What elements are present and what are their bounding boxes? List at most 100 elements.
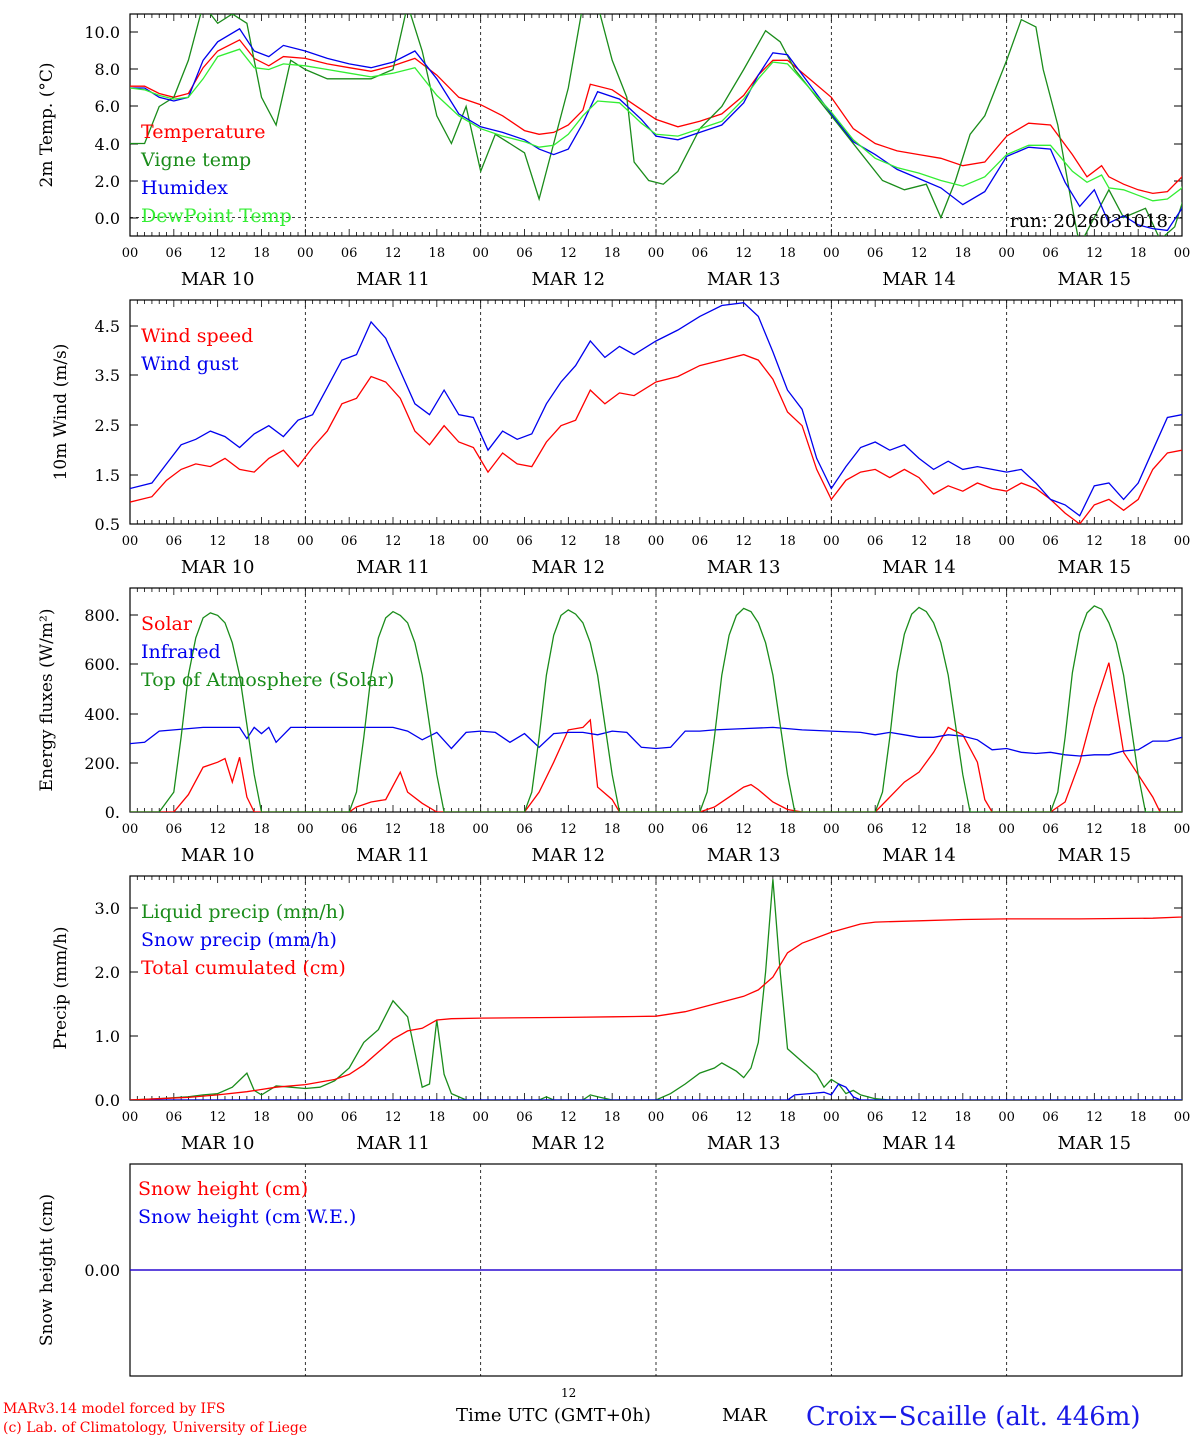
y-tick-label: 4.5 [95, 317, 120, 336]
x-hour-label: 18 [1130, 534, 1147, 549]
x-hour-label: 00 [297, 246, 314, 261]
x-day-label: MAR 11 [356, 1133, 430, 1154]
x-hour-label: 06 [1042, 246, 1059, 261]
y-axis-label: 10m Wind (m/s) [51, 344, 71, 481]
y-tick-label: 6.0 [95, 97, 120, 116]
y-tick-label: 600. [84, 655, 120, 674]
x-day-label: MAR 14 [882, 557, 956, 578]
x-day-label: MAR 12 [532, 1133, 606, 1154]
x-hour-label: 12 [385, 1110, 402, 1125]
x-hour-label: 18 [429, 822, 446, 837]
x-hour-label: 00 [297, 1110, 314, 1125]
station-name: Croix−Scaille (alt. 446m) [806, 1402, 1141, 1432]
y-tick-label: 400. [84, 705, 120, 724]
y-tick-label: 1.0 [95, 1027, 120, 1046]
x-hour-label: 18 [253, 1110, 270, 1125]
x-axis-month: MAR [722, 1405, 767, 1426]
x-hour-label: 00 [122, 1110, 139, 1125]
x-day-label: MAR 15 [1058, 845, 1132, 866]
x-hour-label: 18 [779, 534, 796, 549]
x-day-label: MAR 15 [1058, 269, 1132, 290]
x-day-label: MAR 12 [532, 557, 606, 578]
x-hour-label: 12 [209, 534, 226, 549]
x-hour-label: 12 [385, 822, 402, 837]
x-axis-small-label: 12 [561, 1386, 577, 1400]
x-hour-label: 00 [1174, 822, 1191, 837]
x-hour-label: 06 [1042, 1110, 1059, 1125]
y-tick-label: 2.0 [95, 172, 120, 191]
series-line-snow-precip-mm-h- [130, 1083, 1182, 1100]
x-day-label: MAR 10 [181, 1133, 255, 1154]
x-hour-label: 12 [209, 1110, 226, 1125]
y-tick-label: 0. [105, 803, 120, 822]
x-hour-label: 06 [166, 1110, 183, 1125]
x-hour-label: 12 [209, 246, 226, 261]
panel-frame [129, 299, 1183, 525]
x-hour-label: 12 [1086, 534, 1103, 549]
x-day-label: MAR 13 [707, 845, 781, 866]
x-hour-label: 18 [779, 246, 796, 261]
y-tick-label: 0.00 [84, 1261, 120, 1280]
legend-entry: Temperature [141, 121, 265, 143]
x-hour-label: 00 [122, 822, 139, 837]
x-hour-label: 18 [955, 246, 972, 261]
x-hour-label: 00 [998, 1110, 1015, 1125]
panel-frame [129, 587, 1183, 813]
x-day-label: MAR 14 [882, 845, 956, 866]
x-hour-label: 12 [735, 246, 752, 261]
x-hour-label: 00 [297, 534, 314, 549]
x-hour-label: 06 [692, 534, 709, 549]
x-day-label: MAR 11 [356, 269, 430, 290]
series-line-wind-speed [130, 353, 1182, 524]
y-axis-label: Energy fluxes (W/m²) [37, 609, 57, 792]
y-tick-label: 3.5 [95, 366, 120, 385]
x-hour-label: 18 [429, 246, 446, 261]
x-hour-label: 18 [779, 822, 796, 837]
run-annotation: run: 2026031018 [1010, 211, 1168, 232]
x-hour-label: 12 [911, 534, 928, 549]
y-tick-label: 10.0 [84, 23, 120, 42]
y-tick-label: 8.0 [95, 60, 120, 79]
x-hour-label: 18 [1130, 1110, 1147, 1125]
x-hour-label: 06 [516, 822, 533, 837]
x-hour-label: 12 [385, 246, 402, 261]
series-line-solar [130, 662, 1182, 812]
y-axis-label: Precip (mm/h) [51, 926, 71, 1049]
series-line-wind-gust [130, 302, 1182, 517]
x-hour-label: 18 [1130, 822, 1147, 837]
x-hour-label: 12 [385, 534, 402, 549]
x-hour-label: 06 [692, 822, 709, 837]
x-hour-label: 00 [1174, 534, 1191, 549]
x-hour-label: 00 [648, 1110, 665, 1125]
x-hour-label: 00 [998, 534, 1015, 549]
x-hour-label: 18 [779, 1110, 796, 1125]
x-hour-label: 18 [604, 822, 621, 837]
x-hour-label: 00 [823, 822, 840, 837]
y-tick-label: 4.0 [95, 135, 120, 154]
y-tick-label: 2.0 [95, 963, 120, 982]
lab-credit: (c) Lab. of Climatology, University of L… [3, 1420, 308, 1436]
x-hour-label: 00 [472, 1110, 489, 1125]
series-line-humidex [130, 27, 1182, 232]
x-hour-label: 06 [341, 822, 358, 837]
legend-entry: Snow height (cm W.E.) [138, 1206, 356, 1228]
x-hour-label: 00 [823, 534, 840, 549]
legend-entry: Top of Atmosphere (Solar) [141, 669, 394, 691]
legend-entry: Infrared [141, 641, 221, 663]
x-hour-label: 06 [516, 534, 533, 549]
y-tick-label: 200. [84, 754, 120, 773]
series-line-liquid-precip-mm-h- [130, 879, 1182, 1100]
x-hour-label: 12 [911, 1110, 928, 1125]
x-hour-label: 00 [998, 246, 1015, 261]
y-axis-label: 2m Temp. (°C) [37, 62, 57, 187]
x-hour-label: 12 [560, 246, 577, 261]
legend-entry: Solar [141, 613, 193, 635]
x-hour-label: 00 [122, 246, 139, 261]
x-axis-title: Time UTC (GMT+0h) [456, 1405, 651, 1426]
series-line-vigne-temp [130, 14, 1182, 236]
x-day-label: MAR 10 [181, 557, 255, 578]
x-hour-label: 00 [122, 534, 139, 549]
y-tick-label: 0.5 [95, 515, 120, 534]
x-hour-label: 12 [911, 822, 928, 837]
x-hour-label: 18 [253, 822, 270, 837]
